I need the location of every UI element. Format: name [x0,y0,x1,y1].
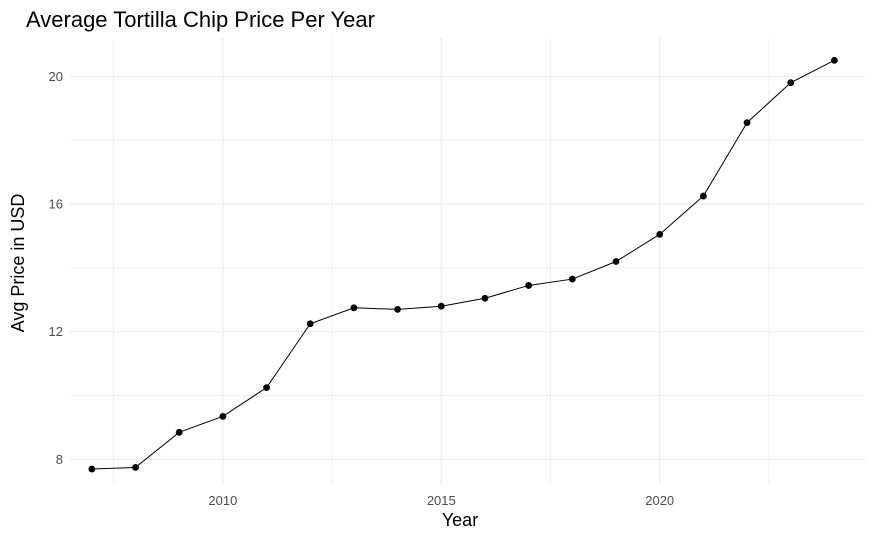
data-point [219,412,227,420]
x-tick-label: 2010 [208,493,237,508]
x-tick-label: 2015 [427,493,456,508]
data-point [306,320,314,328]
x-tick-label: 2020 [645,493,674,508]
data-point [787,79,795,87]
grid-layer [70,38,865,485]
y-tick-labels: 8 12 16 20 [49,69,63,467]
chart-title: Average Tortilla Chip Price Per Year [26,7,375,32]
data-point [437,302,445,310]
data-point [350,304,358,312]
y-tick-label: 20 [49,69,63,84]
data-point [612,258,620,265]
x-axis-title: Year [442,510,478,530]
series-layer [91,59,835,470]
y-tick-label: 16 [49,197,63,212]
data-point [481,294,489,302]
data-point [263,384,270,392]
data-point [132,464,139,471]
data-point [699,192,707,200]
series-line [91,59,835,470]
data-point [175,428,183,436]
points-layer [88,56,838,473]
data-point [831,56,838,64]
x-tick-labels: 2010 2015 2020 [208,493,674,508]
data-point [525,282,533,289]
data-point [88,465,96,473]
data-point [656,230,664,238]
y-tick-label: 12 [49,324,63,339]
data-point [743,119,751,127]
data-point [394,305,402,313]
data-point [568,275,576,283]
y-axis-title: Avg Price in USD [8,194,28,333]
y-tick-label: 8 [56,452,63,467]
